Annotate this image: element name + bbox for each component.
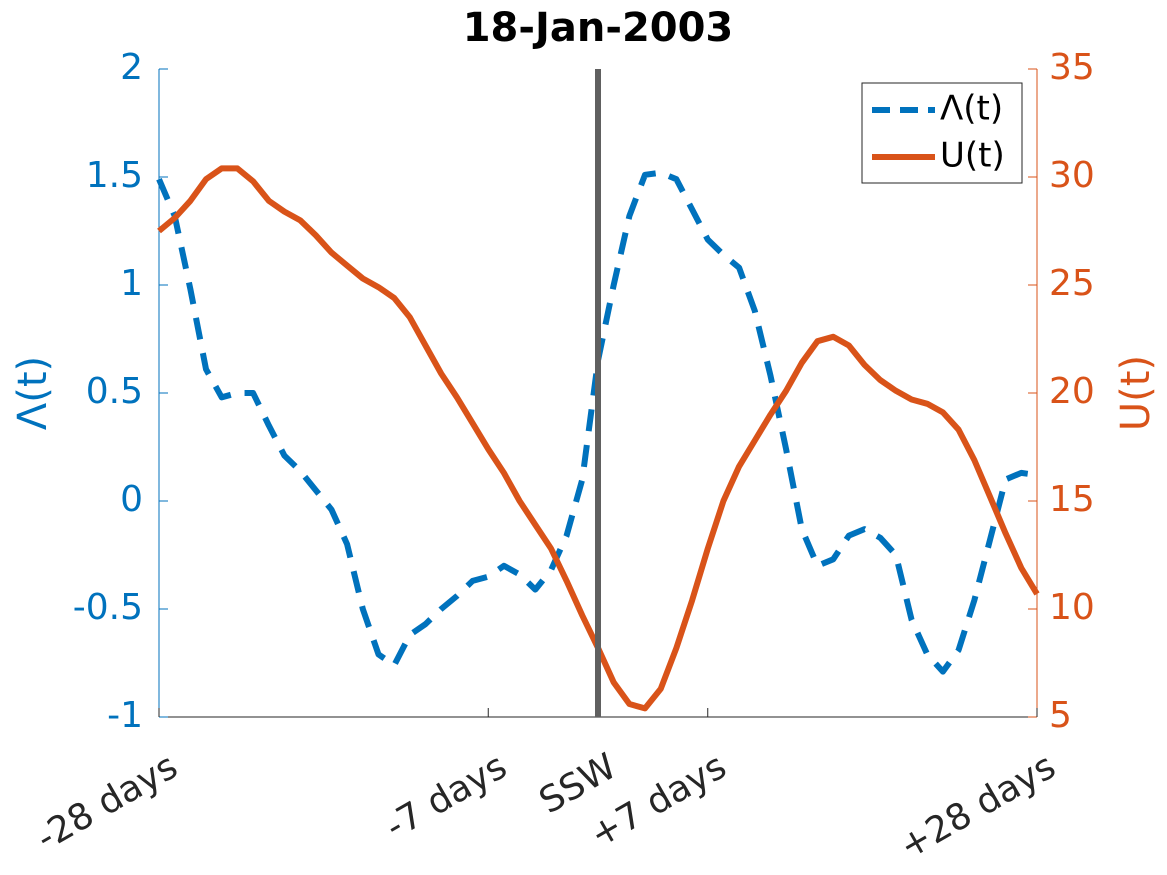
y2-tick-label: 30 (1049, 155, 1095, 196)
y-tick-label: 1 (120, 263, 143, 304)
x-tick-label: -7 days (379, 746, 514, 848)
chart-title: 18-Jan-2003 (463, 5, 734, 51)
legend-label: U(t) (940, 136, 1005, 176)
y-tick-label: 2 (120, 47, 143, 88)
legend-label: Λ(t) (940, 89, 1003, 129)
series-line (156, 169, 1038, 675)
y-axis-label: Λ(t) (10, 356, 56, 430)
y2-tick-label: 15 (1049, 479, 1095, 520)
legend-box (861, 82, 1023, 184)
y2-tick-label: 10 (1049, 587, 1095, 628)
y-tick-label: -1 (107, 695, 143, 736)
y2-tick-label: 35 (1049, 47, 1095, 88)
y-tick-label: 0 (120, 479, 143, 520)
y-tick-label: -0.5 (73, 587, 143, 628)
y2-tick-label: 5 (1049, 695, 1072, 736)
y2-tick-label: 20 (1049, 371, 1095, 412)
x-tick-label: -28 days (30, 746, 185, 859)
y-tick-label: 1.5 (86, 155, 143, 196)
y2-tick-label: 25 (1049, 263, 1095, 304)
y2-axis-label: U(t) (1113, 355, 1159, 431)
y-tick-label: 0.5 (86, 371, 143, 412)
x-tick-label: +28 days (893, 746, 1063, 868)
